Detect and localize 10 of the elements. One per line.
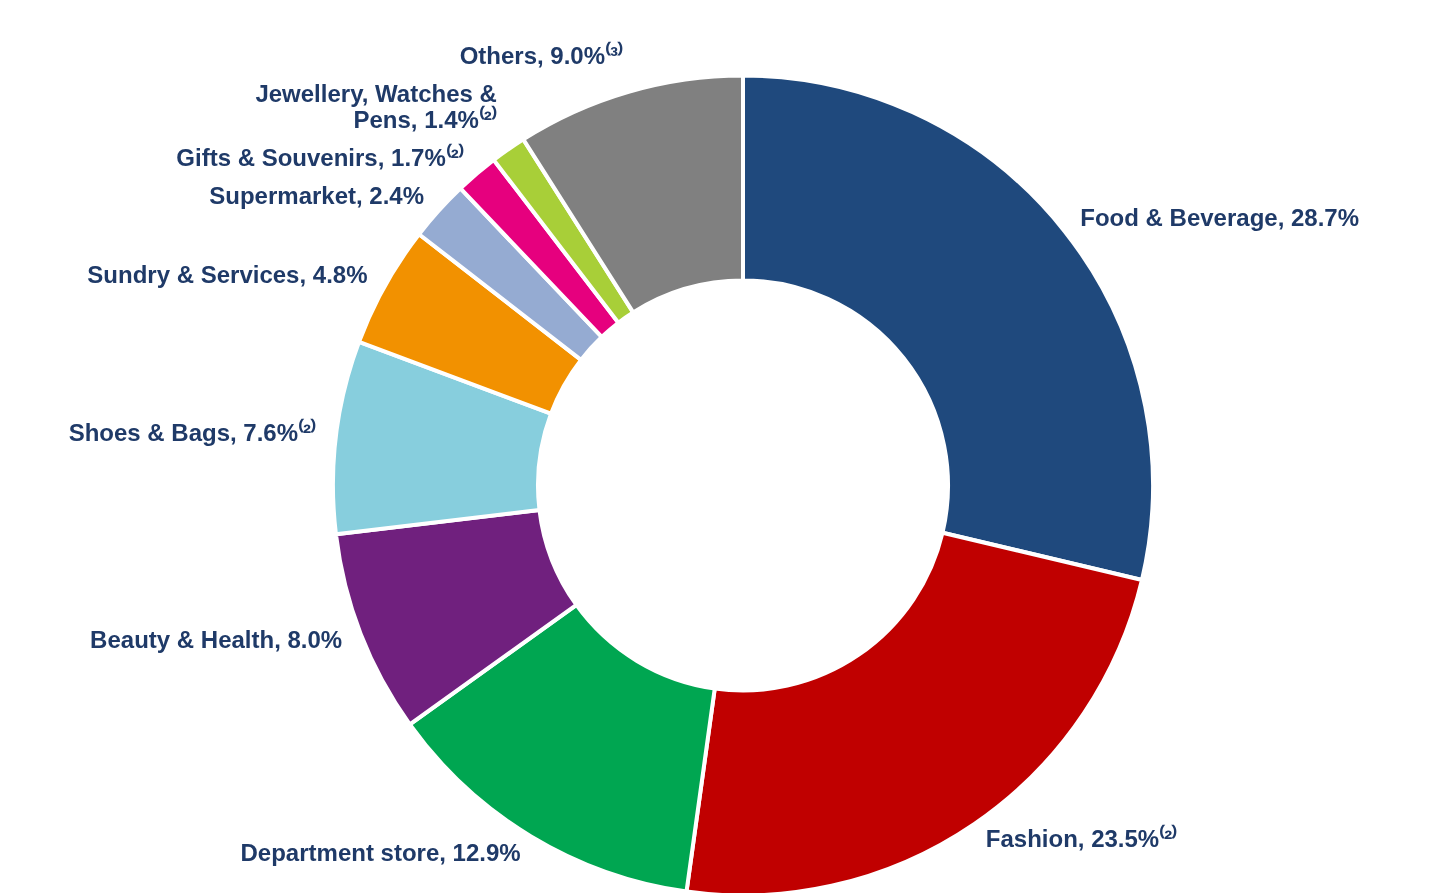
slice-label: Gifts & Souvenirs, 1.7%⁽²⁾ <box>176 142 464 171</box>
slice-label: Beauty & Health, 8.0% <box>90 626 343 654</box>
slice-label: Food & Beverage, 28.7% <box>1080 203 1360 231</box>
slice-label: Supermarket, 2.4% <box>209 182 425 210</box>
slice-label: Sundry & Services, 4.8% <box>87 260 368 288</box>
slice-label: Others, 9.0%⁽³⁾ <box>459 40 624 69</box>
slice-label: Fashion, 23.5%⁽²⁾ <box>985 824 1178 853</box>
slice-label: Department store, 12.9% <box>240 838 521 866</box>
slice-label: Jewellery, Watches & Pens, 1.4%⁽²⁾ <box>255 79 497 133</box>
slice-label: Shoes & Bags, 7.6%⁽²⁾ <box>68 418 317 447</box>
